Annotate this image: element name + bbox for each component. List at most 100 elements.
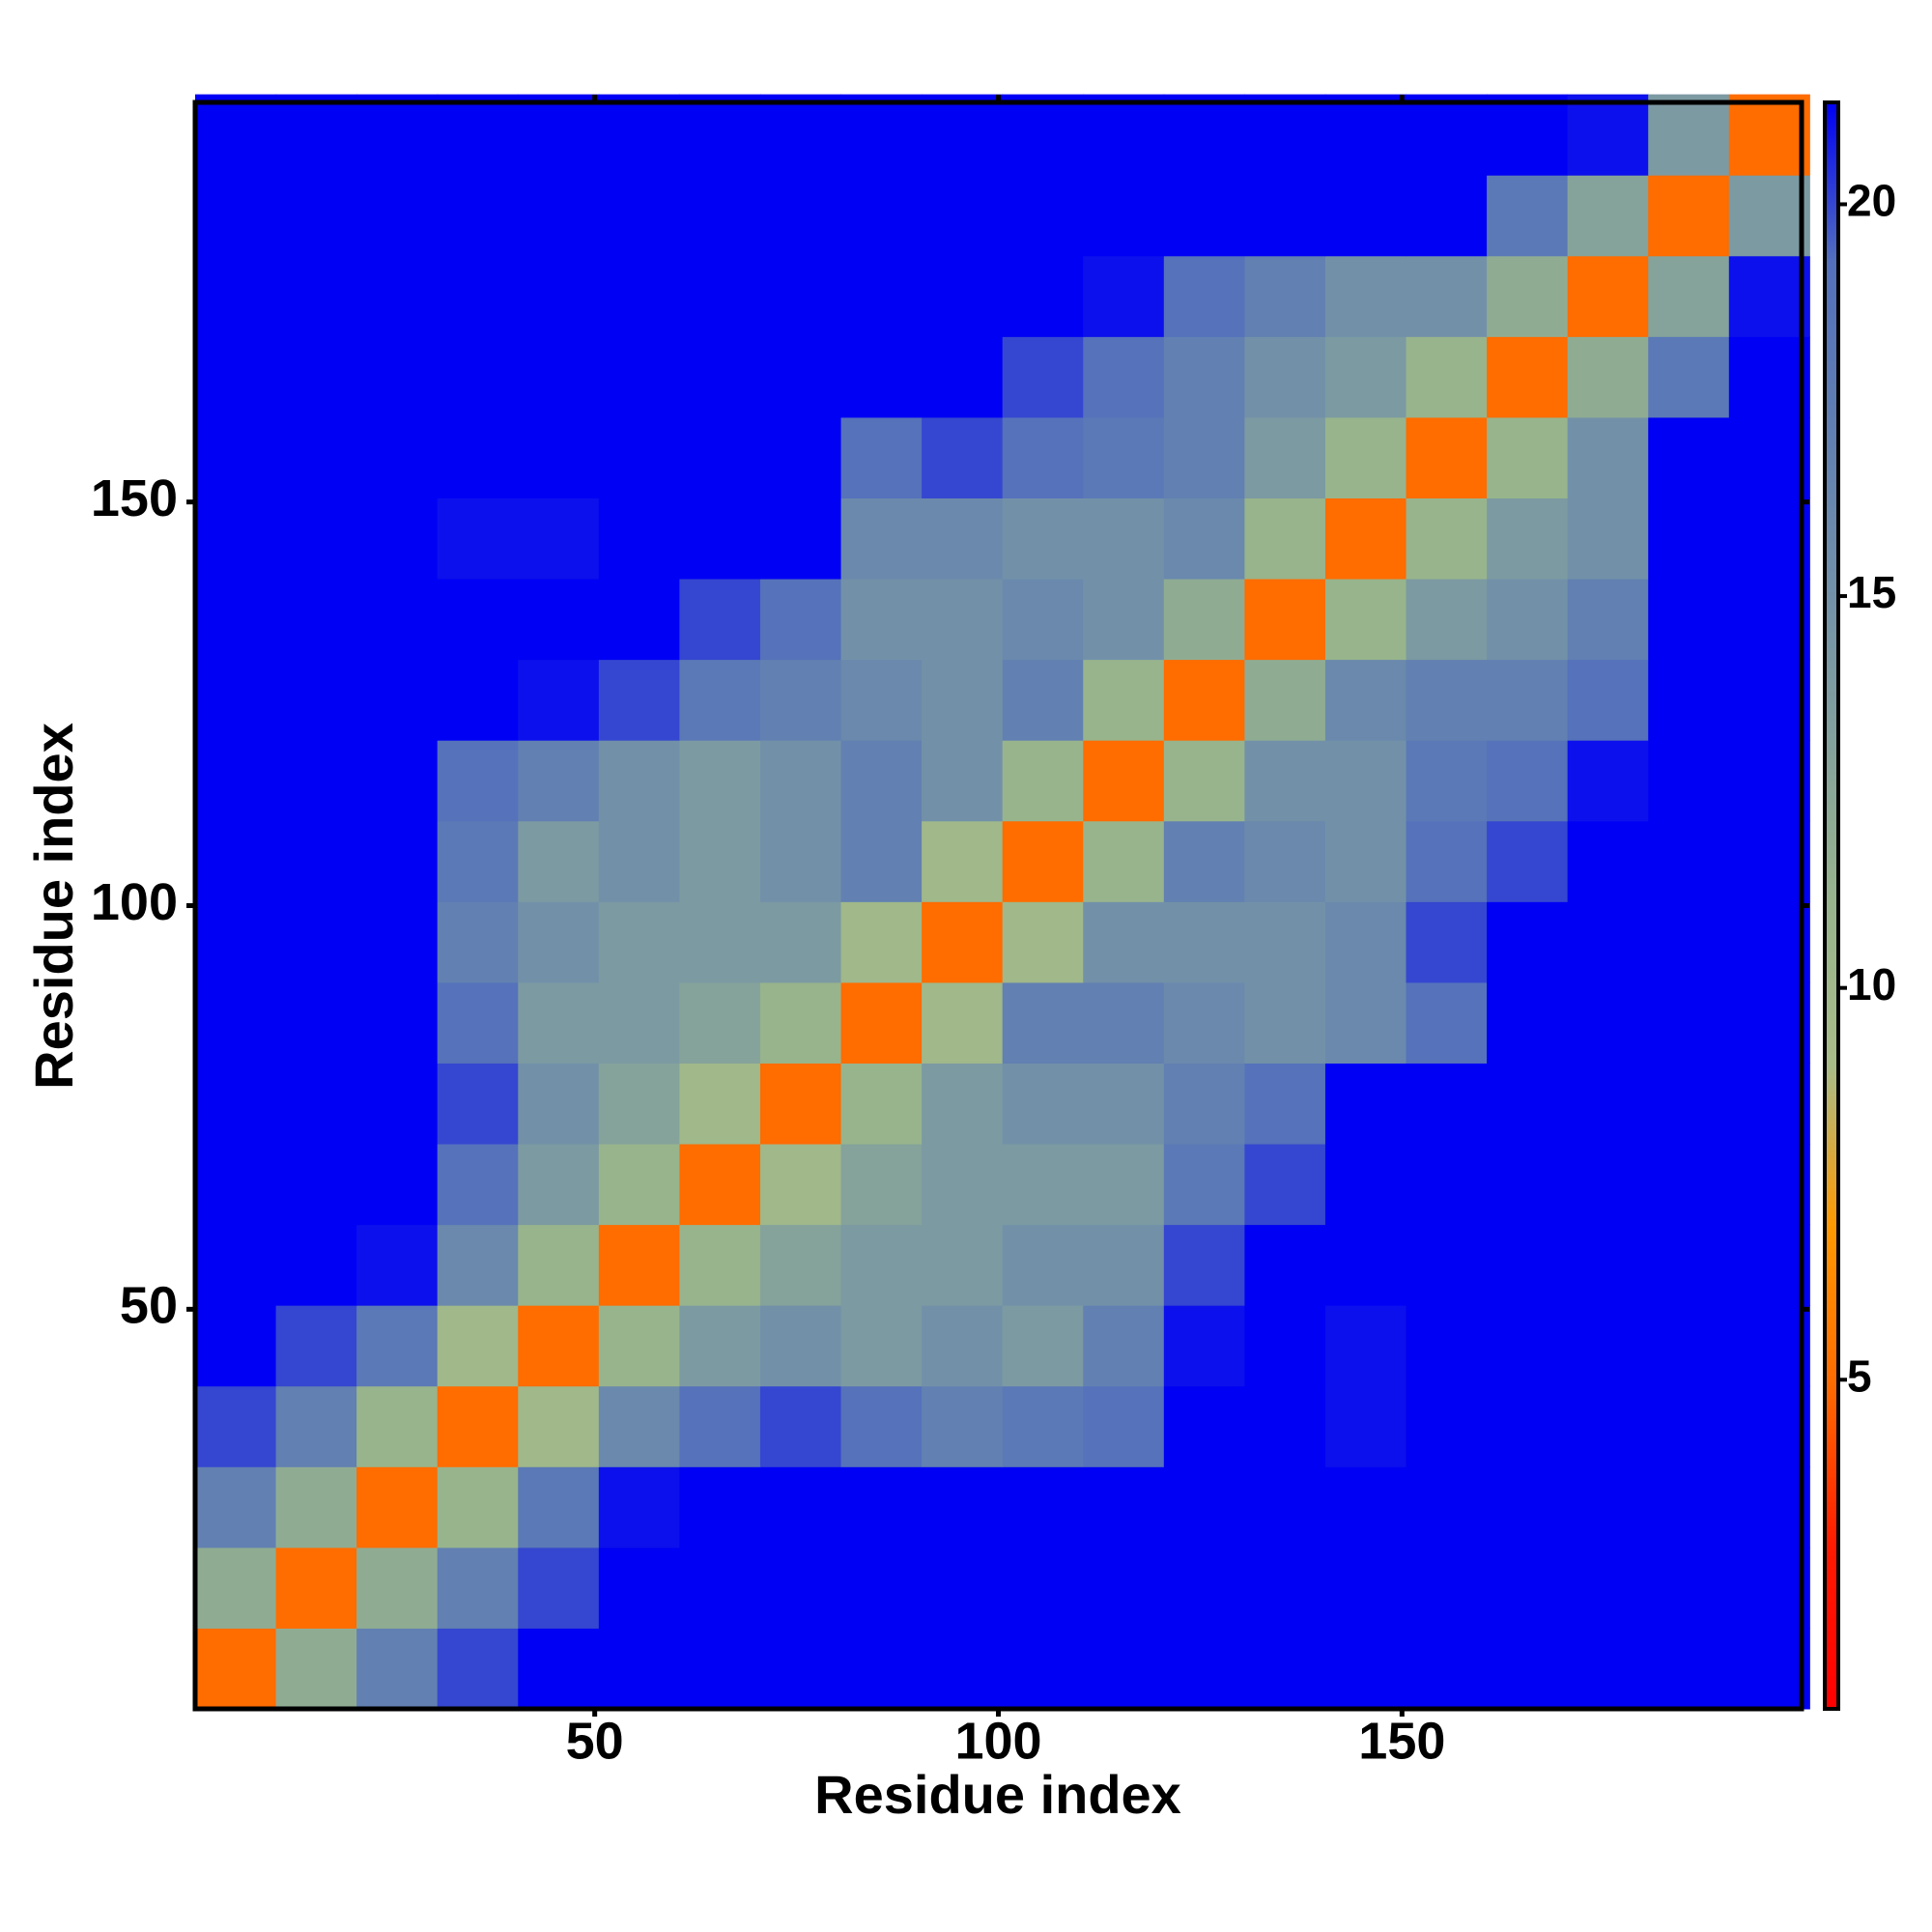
heatmap-cell: [437, 1063, 519, 1145]
heatmap-cell: [679, 497, 761, 580]
heatmap-cell: [518, 497, 600, 580]
heatmap-cell: [1728, 579, 1810, 661]
heatmap-cell: [195, 1305, 277, 1387]
heatmap-cell: [598, 820, 680, 902]
heatmap-cell: [1567, 1385, 1649, 1467]
heatmap-cell: [1324, 94, 1407, 176]
heatmap-cell: [759, 336, 842, 418]
heatmap-cell: [1002, 175, 1084, 257]
heatmap-cell: [518, 175, 600, 257]
heatmap-cell: [1244, 1305, 1326, 1387]
heatmap-cell: [1728, 416, 1810, 498]
heatmap-cell: [1244, 336, 1326, 418]
heatmap-cell: [356, 981, 439, 1064]
heatmap-cell: [1083, 740, 1165, 822]
heatmap-cell: [922, 1063, 1004, 1145]
heatmap-cell: [840, 175, 923, 257]
heatmap-cell: [1324, 1224, 1407, 1306]
heatmap-cell: [1083, 1224, 1165, 1306]
heatmap-cell: [1406, 659, 1488, 741]
heatmap-cell: [1244, 1224, 1326, 1306]
heatmap-cell: [922, 659, 1004, 741]
heatmap-cell: [1406, 1224, 1488, 1306]
heatmap-cell: [1163, 255, 1245, 337]
heatmap-cell: [195, 1628, 277, 1710]
heatmap-cell: [518, 336, 600, 418]
heatmap-cell: [922, 981, 1004, 1064]
heatmap-cell: [1163, 1628, 1245, 1710]
heatmap-cell: [679, 820, 761, 902]
heatmap-cell: [1567, 579, 1649, 661]
heatmap-cell: [1487, 336, 1569, 418]
heatmap-cell: [275, 1063, 357, 1145]
heatmap-cell: [1406, 820, 1488, 902]
heatmap-cell: [598, 255, 680, 337]
heatmap-cell: [1163, 175, 1245, 257]
heatmap-cell: [1406, 901, 1488, 983]
heatmap-cell: [1324, 1466, 1407, 1548]
heatmap-cell: [1324, 497, 1407, 580]
heatmap-cell: [1728, 1063, 1810, 1145]
heatmap-cell: [1002, 1144, 1084, 1226]
heatmap-cell: [840, 820, 923, 902]
heatmap-cell: [759, 416, 842, 498]
heatmap-cell: [1163, 1385, 1245, 1467]
heatmap-cell: [1083, 981, 1165, 1064]
heatmap-cell: [1567, 1466, 1649, 1548]
heatmap-cell: [1244, 1144, 1326, 1226]
heatmap-cell: [518, 1547, 600, 1629]
heatmap-cell: [1567, 981, 1649, 1064]
heatmap-cell: [1567, 1144, 1649, 1226]
heatmap-cell: [759, 1385, 842, 1467]
heatmap-cell: [1163, 1063, 1245, 1145]
heatmap-cell: [518, 416, 600, 498]
heatmap-cell: [356, 1385, 439, 1467]
heatmap-cell: [1163, 1144, 1245, 1226]
heatmap-cell: [1728, 1628, 1810, 1710]
heatmap-cell: [759, 1466, 842, 1548]
heatmap-cell: [1728, 981, 1810, 1064]
colorbar-tick-label: 20: [1847, 176, 1896, 226]
heatmap-cell: [195, 336, 277, 418]
heatmap-cell: [195, 497, 277, 580]
heatmap-cell: [1728, 1144, 1810, 1226]
heatmap-cell: [1163, 981, 1245, 1064]
heatmap-cell: [275, 416, 357, 498]
heatmap-cell: [518, 820, 600, 902]
heatmap-cell: [1163, 901, 1245, 983]
heatmap-cell: [1324, 1547, 1407, 1629]
y-axis-title: Residue index: [23, 723, 84, 1090]
heatmap-cell: [1567, 1305, 1649, 1387]
heatmap-cell: [1567, 1628, 1649, 1710]
heatmap-cell: [275, 255, 357, 337]
heatmap-cell: [275, 901, 357, 983]
heatmap-cell: [1567, 94, 1649, 176]
heatmap-cell: [1406, 1144, 1488, 1226]
heatmap-cell: [1648, 1305, 1730, 1387]
heatmap-cell: [679, 1305, 761, 1387]
heatmap-cell: [437, 94, 519, 176]
heatmap-cell: [1487, 94, 1569, 176]
heatmap-cell: [1163, 579, 1245, 661]
heatmap-cell: [1648, 336, 1730, 418]
heatmap-cell: [518, 1144, 600, 1226]
heatmap-cell: [598, 416, 680, 498]
heatmap-cell: [437, 1385, 519, 1467]
heatmap-cell: [922, 820, 1004, 902]
heatmap-cell: [195, 1144, 277, 1226]
heatmap-cell: [356, 1144, 439, 1226]
heatmap-cell: [598, 659, 680, 741]
heatmap-cell: [922, 255, 1004, 337]
heatmap-cell: [1002, 416, 1084, 498]
heatmap-cell: [195, 1063, 277, 1145]
heatmap-cell: [1002, 659, 1084, 741]
heatmap-cell: [195, 416, 277, 498]
heatmap-cell: [1567, 336, 1649, 418]
heatmap-cell: [598, 1628, 680, 1710]
heatmap-cell: [1648, 981, 1730, 1064]
heatmap-cell: [922, 1224, 1004, 1306]
heatmap-cell: [1406, 981, 1488, 1064]
heatmap-cell: [840, 1385, 923, 1467]
heatmap-cell: [518, 901, 600, 983]
heatmap-cell: [1648, 1144, 1730, 1226]
